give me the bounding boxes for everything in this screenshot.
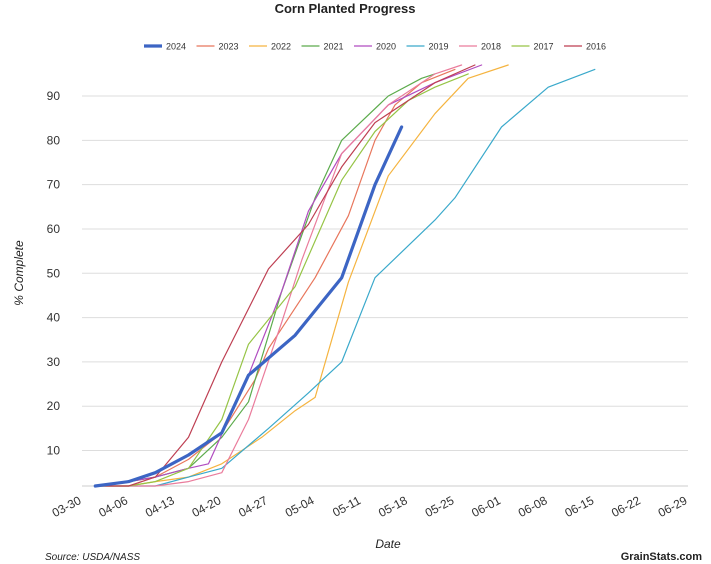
y-tick-label: 10 [47, 444, 61, 458]
y-tick-label: 80 [47, 133, 61, 147]
legend-label-2016: 2016 [586, 42, 606, 52]
y-gridlines [82, 95, 688, 452]
source-note: Source: USDA/NASS [45, 552, 140, 563]
series-line-2019 [94, 68, 596, 487]
chart-title: Corn Planted Progress [275, 1, 416, 16]
series-line-2018 [94, 64, 463, 487]
legend-label-2018: 2018 [481, 42, 501, 52]
legend-label-2019: 2019 [429, 42, 449, 52]
y-tick-label: 70 [47, 178, 61, 192]
legend-label-2021: 2021 [324, 42, 344, 52]
legend-label-2017: 2017 [534, 42, 554, 52]
legend-label-2024: 2024 [166, 42, 186, 52]
y-tick-label: 60 [47, 222, 61, 236]
y-tick-label: 50 [47, 266, 61, 280]
legend-label-2022: 2022 [271, 42, 291, 52]
x-axis-label: Date [375, 537, 401, 551]
series-line-2024 [93, 125, 404, 488]
y-tick-label: 20 [47, 399, 61, 413]
legend-label-2023: 2023 [219, 42, 239, 52]
y-tick-label: 90 [47, 89, 61, 103]
y-tick-label: 30 [47, 355, 61, 369]
y-axis-ticks: 10 20 30 40 50 60 70 80 90 [47, 89, 61, 458]
y-tick-label: 40 [47, 311, 61, 325]
chart-legend: 2024 2023 2022 2021 2020 2019 2018 2017 2016 [144, 42, 606, 52]
series-line-2017 [94, 73, 469, 487]
chart-series [93, 64, 596, 488]
brand-label: GrainStats.com [621, 551, 703, 563]
y-axis-label: % Complete [12, 240, 26, 306]
series-line-2016 [94, 64, 476, 487]
series-line-2020 [94, 64, 483, 487]
legend-label-2020: 2020 [376, 42, 396, 52]
